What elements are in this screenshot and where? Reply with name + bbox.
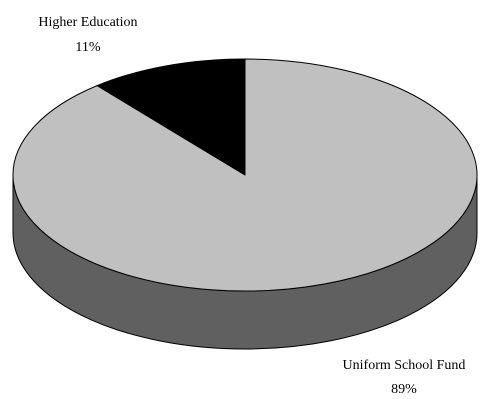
pie-slice-higher-education bbox=[96, 58, 246, 176]
pie-labels: Higher Education 11% Uniform School Fund 89… bbox=[38, 15, 465, 397]
slice-value-higher-education: 11% bbox=[75, 40, 100, 55]
slice-value-uniform-school-fund: 89% bbox=[391, 382, 417, 397]
slice-label-higher-education: Higher Education bbox=[38, 15, 137, 30]
slice-label-uniform-school-fund: Uniform School Fund bbox=[343, 358, 466, 373]
pie-slices bbox=[12, 58, 478, 292]
